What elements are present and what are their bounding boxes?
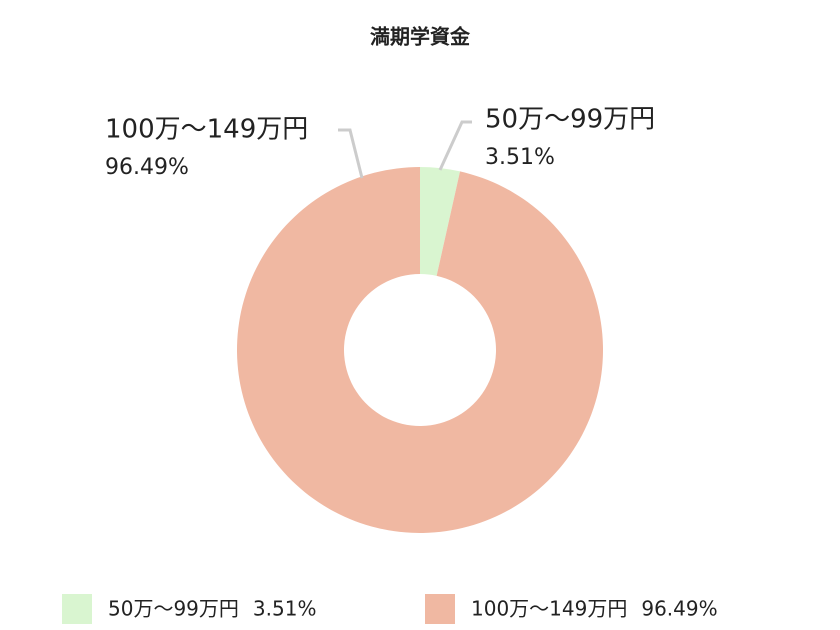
slice-label: 50万～99万円 bbox=[485, 105, 655, 135]
slice-value-label: 3.51% bbox=[485, 145, 555, 170]
legend-label: 50万～99万円 bbox=[108, 597, 239, 621]
leader-line bbox=[438, 120, 472, 171]
legend-value: 96.49% bbox=[641, 597, 717, 621]
legend-swatch bbox=[425, 594, 455, 624]
chart-title: 満期学資金 bbox=[370, 25, 471, 49]
donut-slice bbox=[236, 167, 603, 533]
donut-slice bbox=[420, 167, 461, 276]
legend-swatch bbox=[62, 594, 92, 624]
leader-line bbox=[338, 128, 364, 179]
legend-value: 3.51% bbox=[253, 597, 317, 621]
slice-value-label: 96.49% bbox=[105, 155, 189, 180]
legend-label: 100万～149万円 bbox=[471, 597, 627, 621]
slice-label: 100万～149万円 bbox=[105, 115, 308, 145]
